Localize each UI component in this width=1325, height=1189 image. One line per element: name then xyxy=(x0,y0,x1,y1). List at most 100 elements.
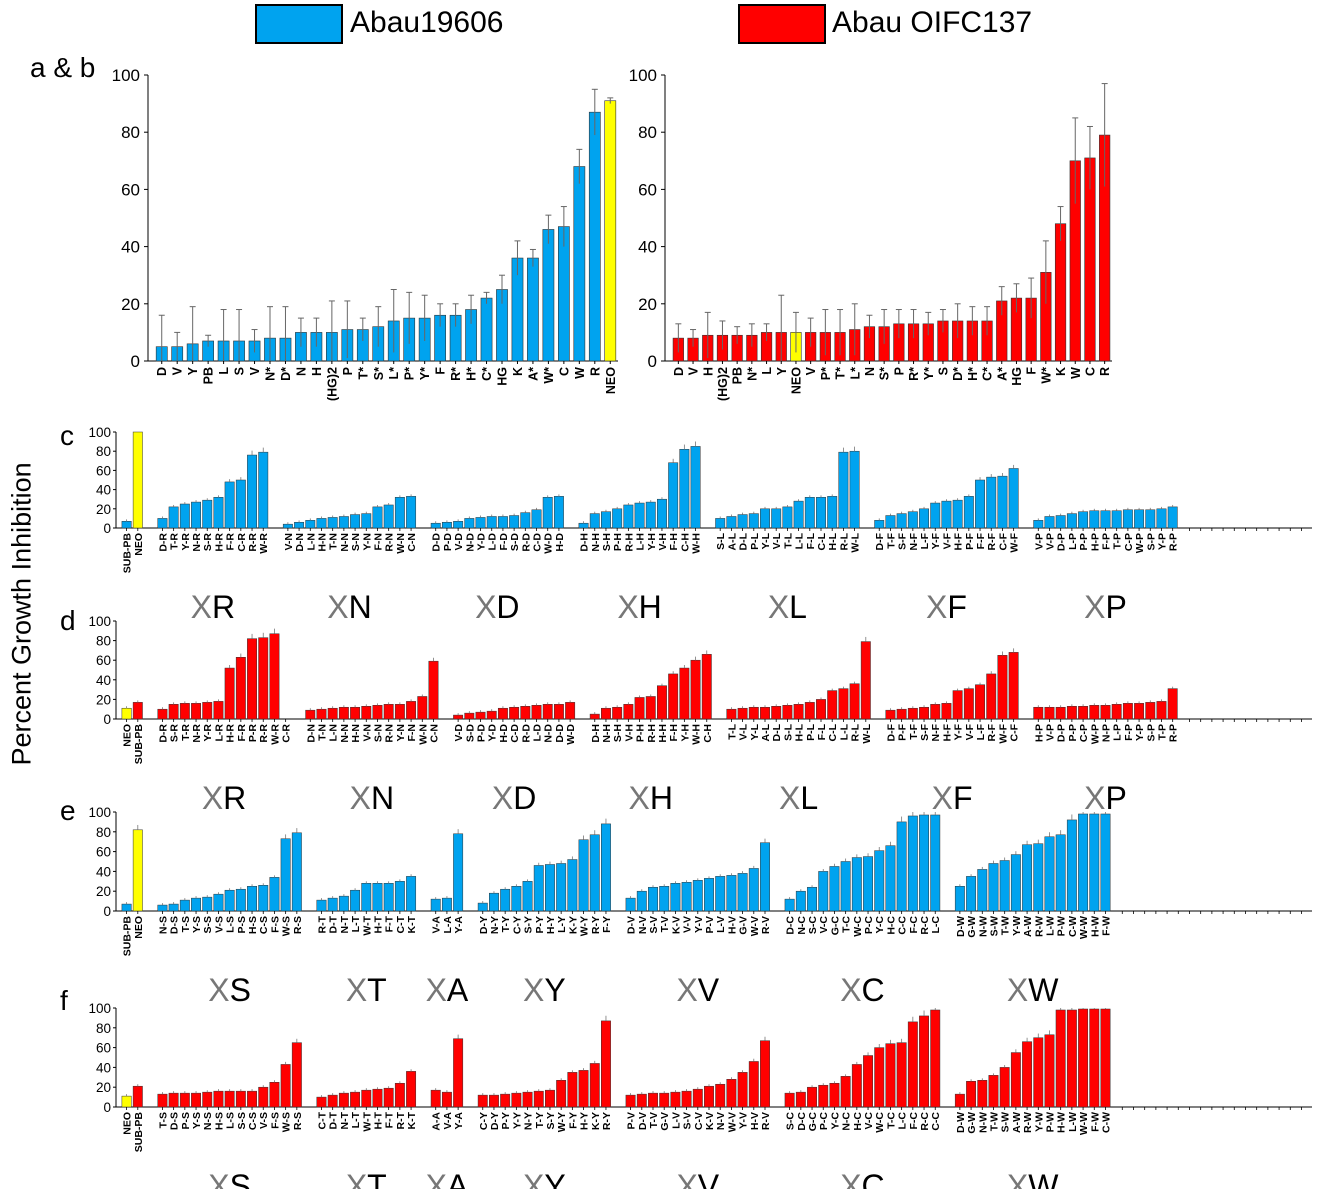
bar-f xyxy=(280,1064,291,1108)
x-tick-label-e: S-C xyxy=(807,916,819,935)
bar-f xyxy=(1044,1034,1055,1108)
bar-d xyxy=(760,706,770,720)
bar-e xyxy=(269,877,280,912)
group-label-x-e: X xyxy=(346,972,367,1008)
x-tick-label-c: D-F xyxy=(874,532,886,550)
bar-e xyxy=(1078,813,1089,912)
bar-c xyxy=(1156,508,1167,529)
y-tick-label-d: 20 xyxy=(96,692,111,707)
bar-e xyxy=(930,814,941,912)
x-tick-label-e: H-S xyxy=(247,916,259,934)
x-tick-label-d: C-N xyxy=(428,724,440,743)
x-tick-label-d: L-P xyxy=(1112,724,1124,741)
x-tick-label-f: D-W xyxy=(955,1112,967,1133)
bar-f xyxy=(795,1091,806,1108)
group-label-e: XS xyxy=(208,972,251,1008)
x-tick-label-d: H-P xyxy=(1033,724,1045,742)
group-label-x-c: X xyxy=(768,589,789,625)
x-tick-label-f: L-V xyxy=(670,1112,682,1129)
bar-d xyxy=(1100,705,1111,720)
x-tick-label-a: F xyxy=(434,367,448,375)
bar-f xyxy=(760,1040,770,1108)
x-tick-label-f: F-T xyxy=(384,1111,396,1128)
bar-e xyxy=(659,886,670,912)
x-tick-label-c: D-H xyxy=(579,533,591,552)
bar-c xyxy=(963,496,974,529)
bar-f xyxy=(636,1093,647,1108)
x-tick-label-f: N-T xyxy=(339,1111,351,1129)
x-tick-label-c: D-L xyxy=(738,532,750,550)
x-tick-label-d: D-L xyxy=(771,723,783,741)
bar-e xyxy=(818,871,829,912)
x-tick-label-b: N xyxy=(863,367,877,376)
y-tick-label-c: 100 xyxy=(88,425,111,440)
x-tick-label-f: P-C xyxy=(818,1112,830,1131)
group-label-x-e: X xyxy=(523,972,544,1008)
x-tick-label-e: S-V xyxy=(648,916,660,934)
bar-d xyxy=(941,703,952,720)
bar-f xyxy=(511,1092,522,1108)
x-tick-label-d: F-R xyxy=(236,724,248,742)
x-tick-label-a: Y xyxy=(186,366,200,375)
bar-d xyxy=(816,699,826,720)
group-label-f: XT xyxy=(346,1168,387,1189)
bar-d xyxy=(963,688,974,720)
x-tick-label-d: H-D xyxy=(498,724,510,743)
y-tick-label-a: 60 xyxy=(121,180,140,199)
bar-f xyxy=(977,1080,988,1108)
x-tick-label-f: S-W xyxy=(1000,1112,1012,1133)
x-tick-label-b: Y* xyxy=(922,367,936,380)
x-tick-label-b: Y xyxy=(775,366,789,375)
x-tick-label-d: D-D xyxy=(554,724,566,743)
bar-d xyxy=(986,673,997,720)
x-tick-label-c: W-R xyxy=(258,533,270,554)
bar-c xyxy=(191,501,201,529)
bar-c xyxy=(930,502,941,529)
x-tick-label-d: V-D xyxy=(453,724,465,742)
y-tick-label-e: 100 xyxy=(88,805,111,820)
group-label-letter-f: W xyxy=(1028,1168,1059,1189)
x-tick-label-d: N-N xyxy=(339,724,351,743)
bar-c xyxy=(657,498,667,529)
x-tick-label-d: V-P xyxy=(1044,724,1056,741)
bar-c xyxy=(1134,509,1145,529)
x-tick-label-f: R-Y xyxy=(601,1112,613,1130)
x-tick-label-e: W-V xyxy=(749,916,761,936)
bar-e xyxy=(132,829,143,912)
bar-c xyxy=(224,481,235,529)
x-tick-label-a: R xyxy=(588,367,602,376)
x-tick-label-c: L-H xyxy=(635,533,647,551)
x-tick-label-e: V-V xyxy=(682,916,694,933)
bar-d xyxy=(202,702,213,720)
x-tick-label-d: C-L xyxy=(827,723,839,741)
x-tick-label-c: Y-H xyxy=(646,533,658,551)
x-tick-label-a: C xyxy=(557,367,571,376)
bar-e xyxy=(191,897,201,912)
x-tick-label-d: D-F xyxy=(885,723,897,741)
x-tick-label-e: L-A xyxy=(442,916,454,934)
bar-d xyxy=(542,704,553,720)
x-tick-label-e: R-W xyxy=(1033,916,1045,937)
bar-f xyxy=(988,1075,999,1108)
x-tick-label-e: Y-V xyxy=(693,916,705,933)
bar-d xyxy=(1167,688,1178,720)
y-tick-label-a: 20 xyxy=(121,295,140,314)
x-tick-label-d: D-R xyxy=(157,724,169,743)
bar-f xyxy=(954,1093,965,1108)
x-tick-label-c: D-D xyxy=(431,533,443,552)
x-tick-label-e: L-W xyxy=(1044,916,1056,936)
bar-d xyxy=(1122,703,1133,720)
group-label-c: XP xyxy=(1084,589,1127,625)
x-tick-label-f: T-V xyxy=(648,1112,660,1128)
x-tick-label-f: L-T xyxy=(350,1111,362,1128)
x-tick-label-c: NEO xyxy=(133,533,145,556)
group-label-d: XP xyxy=(1084,780,1127,816)
x-tick-label-e: Y-C xyxy=(874,916,886,934)
x-tick-label-f: T-C xyxy=(885,1112,897,1129)
x-tick-label-f: D-C xyxy=(796,1112,808,1131)
x-tick-label-c: D-N xyxy=(294,533,306,552)
bar-d xyxy=(361,706,372,720)
bar-d xyxy=(860,641,871,720)
x-tick-label-c: P-D xyxy=(442,533,454,552)
bar-e xyxy=(988,863,999,912)
